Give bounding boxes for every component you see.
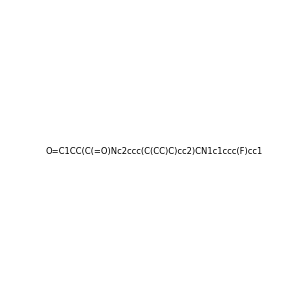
- Text: O=C1CC(C(=O)Nc2ccc(C(CC)C)cc2)CN1c1ccc(F)cc1: O=C1CC(C(=O)Nc2ccc(C(CC)C)cc2)CN1c1ccc(F…: [45, 147, 262, 156]
